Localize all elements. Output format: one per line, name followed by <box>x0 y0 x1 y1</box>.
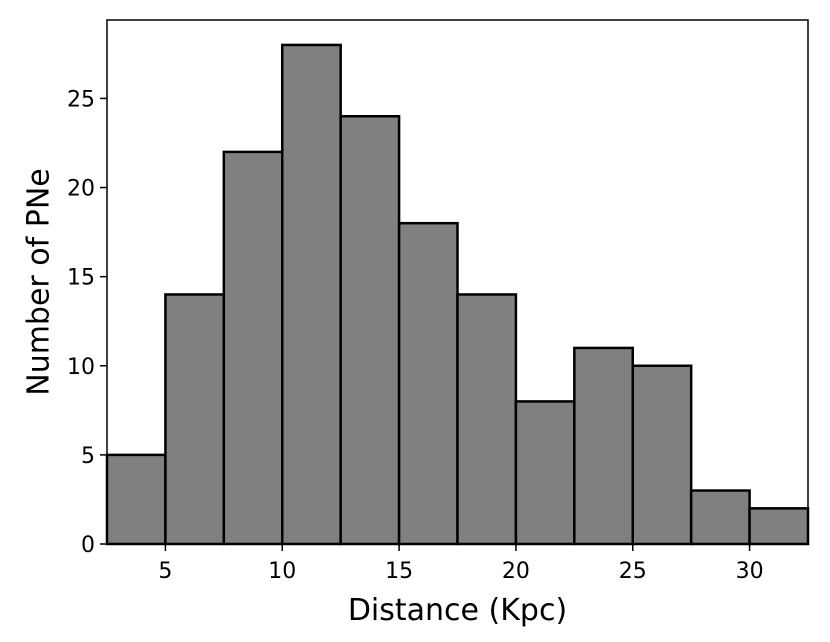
histogram-bar <box>573 346 634 546</box>
y-tick-label: 15 <box>67 266 95 291</box>
x-tick-label: 30 <box>736 559 764 584</box>
histogram-bar <box>164 293 226 546</box>
histogram-bar <box>222 150 284 546</box>
x-tick-label: 20 <box>502 559 530 584</box>
y-axis-ticks: 0 5 10 15 20 25 <box>67 87 107 558</box>
histogram-bar <box>514 400 576 546</box>
histogram-bar <box>631 364 693 546</box>
histogram-bars <box>105 43 810 546</box>
y-tick-label: 25 <box>67 87 95 112</box>
x-tick-label: 5 <box>158 559 172 584</box>
y-tick-label: 20 <box>67 177 95 202</box>
x-axis-ticks: 5 10 15 20 25 30 <box>158 544 764 584</box>
x-tick-label: 15 <box>385 559 413 584</box>
histogram-bar <box>689 489 751 546</box>
histogram-bar <box>281 43 342 546</box>
y-tick-label: 5 <box>81 444 95 469</box>
histogram-bar <box>748 507 810 546</box>
histogram-bar <box>339 114 401 546</box>
y-tick-label: 0 <box>81 533 95 558</box>
histogram-bar <box>397 221 459 546</box>
y-tick-label: 10 <box>67 355 95 380</box>
x-tick-label: 25 <box>619 559 647 584</box>
histogram-bar <box>456 293 518 546</box>
plot-frame <box>106 19 809 545</box>
histogram-bar <box>105 453 167 546</box>
x-axis-label: Distance (Kpc) <box>348 593 567 628</box>
x-tick-label: 10 <box>268 559 296 584</box>
y-axis-label: Number of PNe <box>22 168 57 396</box>
